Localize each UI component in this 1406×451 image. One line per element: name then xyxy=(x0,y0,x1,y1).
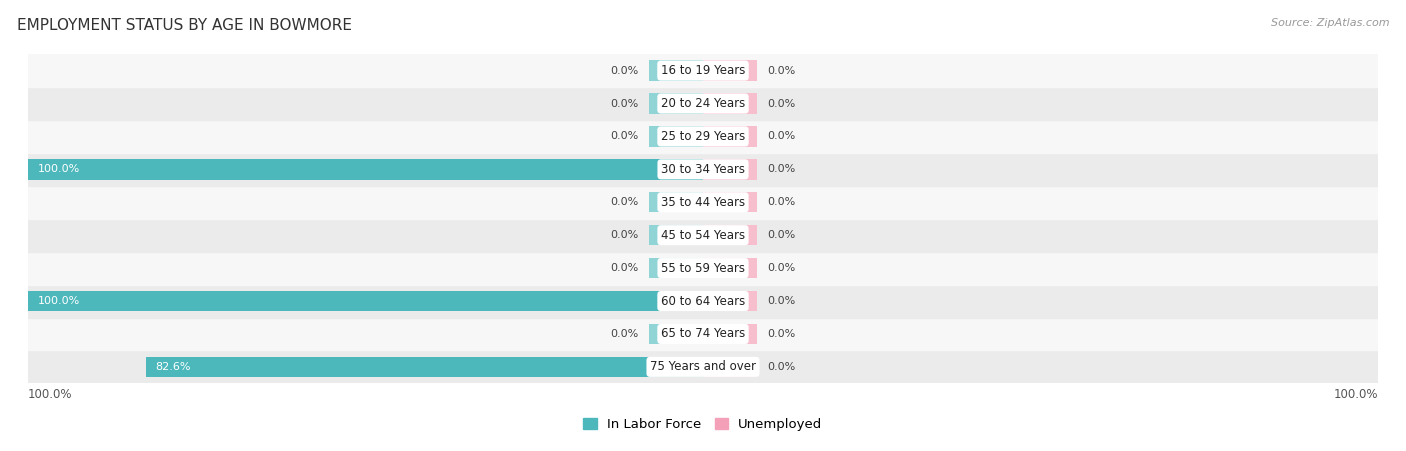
Bar xyxy=(28,219,1378,252)
Text: 25 to 29 Years: 25 to 29 Years xyxy=(661,130,745,143)
Text: 20 to 24 Years: 20 to 24 Years xyxy=(661,97,745,110)
Bar xyxy=(28,186,1378,219)
Bar xyxy=(146,357,703,377)
Legend: In Labor Force, Unemployed: In Labor Force, Unemployed xyxy=(578,412,828,436)
Bar xyxy=(28,54,1378,87)
Text: 0.0%: 0.0% xyxy=(768,296,796,306)
Bar xyxy=(650,258,703,278)
Text: 45 to 54 Years: 45 to 54 Years xyxy=(661,229,745,242)
Bar xyxy=(28,318,1378,350)
Text: 0.0%: 0.0% xyxy=(768,197,796,207)
Text: 35 to 44 Years: 35 to 44 Years xyxy=(661,196,745,209)
Bar xyxy=(28,291,703,311)
Bar xyxy=(28,350,1378,383)
Bar xyxy=(650,192,703,212)
Bar xyxy=(703,126,756,147)
Bar xyxy=(28,87,1378,120)
Text: 100.0%: 100.0% xyxy=(28,388,73,401)
Bar xyxy=(703,225,756,245)
Bar xyxy=(703,60,756,81)
Text: 75 Years and over: 75 Years and over xyxy=(650,360,756,373)
Bar xyxy=(703,291,756,311)
Bar xyxy=(28,120,1378,153)
Text: 82.6%: 82.6% xyxy=(156,362,191,372)
Text: 0.0%: 0.0% xyxy=(768,98,796,109)
Text: Source: ZipAtlas.com: Source: ZipAtlas.com xyxy=(1271,18,1389,28)
Text: 0.0%: 0.0% xyxy=(610,131,638,142)
Text: 0.0%: 0.0% xyxy=(610,98,638,109)
Text: 0.0%: 0.0% xyxy=(610,65,638,76)
Text: 100.0%: 100.0% xyxy=(38,164,80,175)
Text: 60 to 64 Years: 60 to 64 Years xyxy=(661,295,745,308)
Text: 0.0%: 0.0% xyxy=(768,230,796,240)
Text: 0.0%: 0.0% xyxy=(768,65,796,76)
Text: 0.0%: 0.0% xyxy=(768,131,796,142)
Text: 65 to 74 Years: 65 to 74 Years xyxy=(661,327,745,341)
Text: 30 to 34 Years: 30 to 34 Years xyxy=(661,163,745,176)
Text: 0.0%: 0.0% xyxy=(768,164,796,175)
Text: 0.0%: 0.0% xyxy=(610,230,638,240)
Bar xyxy=(650,324,703,344)
Bar xyxy=(650,93,703,114)
Bar xyxy=(650,126,703,147)
Text: 100.0%: 100.0% xyxy=(1333,388,1378,401)
Bar xyxy=(650,60,703,81)
Text: 0.0%: 0.0% xyxy=(768,362,796,372)
Bar xyxy=(703,159,756,179)
Bar xyxy=(28,153,1378,186)
Bar xyxy=(28,159,703,179)
Bar xyxy=(28,285,1378,318)
Text: 55 to 59 Years: 55 to 59 Years xyxy=(661,262,745,275)
Text: 0.0%: 0.0% xyxy=(768,329,796,339)
Text: 0.0%: 0.0% xyxy=(768,263,796,273)
Text: 0.0%: 0.0% xyxy=(610,197,638,207)
Text: 100.0%: 100.0% xyxy=(38,296,80,306)
Text: 16 to 19 Years: 16 to 19 Years xyxy=(661,64,745,77)
Text: EMPLOYMENT STATUS BY AGE IN BOWMORE: EMPLOYMENT STATUS BY AGE IN BOWMORE xyxy=(17,18,352,33)
Bar xyxy=(703,357,756,377)
Text: 0.0%: 0.0% xyxy=(610,263,638,273)
Text: 0.0%: 0.0% xyxy=(610,329,638,339)
Bar xyxy=(703,192,756,212)
Bar xyxy=(703,258,756,278)
Bar xyxy=(703,324,756,344)
Bar xyxy=(650,225,703,245)
Bar xyxy=(703,93,756,114)
Bar xyxy=(28,252,1378,285)
